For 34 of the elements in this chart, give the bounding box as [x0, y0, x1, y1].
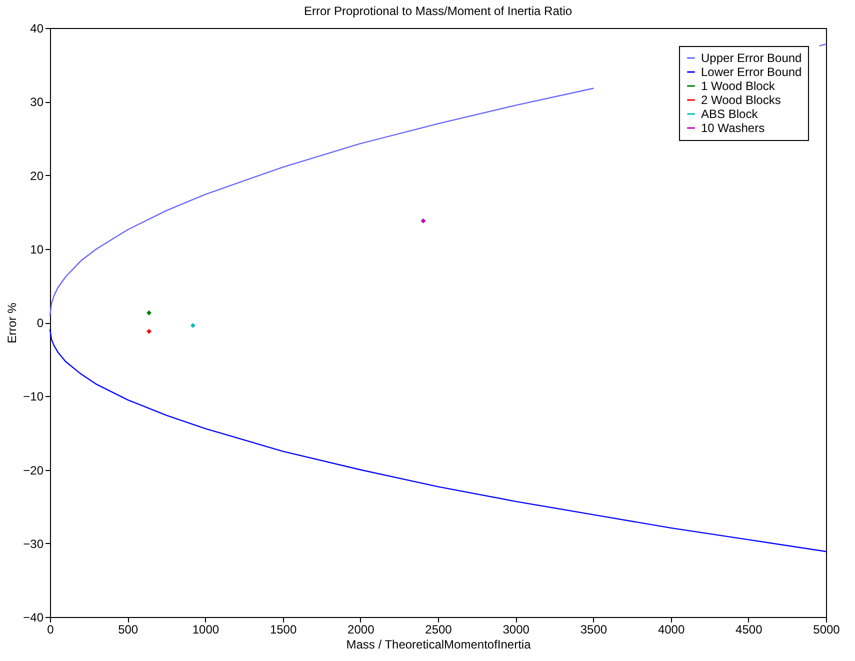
- point: [420, 218, 426, 224]
- legend-label: Lower Error Bound: [701, 65, 802, 79]
- legend-label: 2 Wood Blocks: [701, 93, 781, 107]
- y-tick-label: −40: [23, 610, 44, 624]
- legend-label: 10 Washers: [701, 121, 765, 135]
- y-tick-label: 40: [30, 22, 44, 36]
- x-tick-label: 2500: [425, 622, 452, 636]
- x-tick-label: 1500: [270, 622, 297, 636]
- x-tick-label: 4500: [736, 622, 763, 636]
- legend-label: ABS Block: [701, 107, 759, 121]
- x-tick-label: 500: [118, 622, 138, 636]
- y-tick-label: 30: [30, 95, 44, 110]
- x-tick-label: 4000: [658, 622, 685, 636]
- x-tick-label: 0: [47, 622, 54, 636]
- legend-label: 1 Wood Block: [701, 79, 776, 93]
- legend-label: Upper Error Bound: [701, 51, 802, 65]
- y-tick-label: 20: [30, 168, 44, 183]
- point: [146, 310, 152, 316]
- x-tick-label: 5000: [813, 622, 840, 636]
- line-series: [49, 329, 827, 552]
- point: [146, 328, 152, 334]
- y-axis-title: Error %: [5, 302, 20, 344]
- x-tick-label: 3500: [580, 622, 608, 636]
- x-tick-label: 1000: [192, 622, 220, 636]
- x-axis-title: Mass / TheoreticalMomentofInertia: [346, 638, 532, 652]
- point: [190, 322, 196, 328]
- y-tick-label: 0: [36, 316, 44, 330]
- y-tick-label: −20: [23, 463, 44, 478]
- x-tick-label: 2000: [348, 622, 375, 636]
- chart-title: Error Proprotional to Mass/Moment of Inertia Ratio: [304, 4, 572, 18]
- x-tick-label: 3000: [502, 622, 530, 636]
- y-tick-label: −30: [23, 536, 44, 551]
- y-tick-label: 10: [30, 242, 44, 256]
- y-tick-label: −10: [23, 390, 44, 404]
